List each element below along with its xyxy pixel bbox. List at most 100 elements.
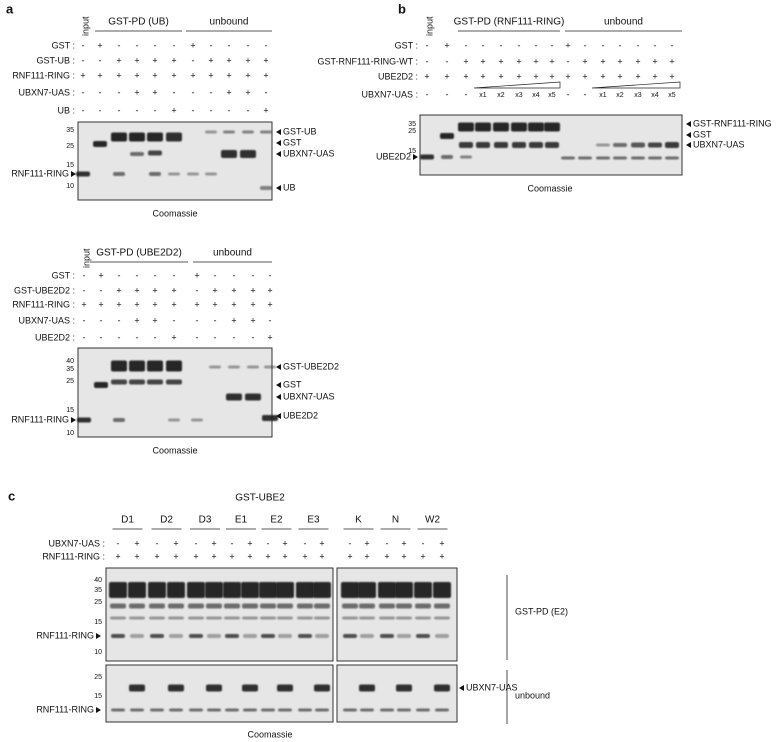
lane-sign: - [247,40,250,50]
band [596,156,610,160]
lane-sign: - [671,40,674,50]
band [631,142,645,148]
arrowhead [276,151,281,157]
band [147,379,163,385]
band [129,360,145,372]
lane-sign: - [173,87,176,97]
band [148,150,162,156]
lane-sign: + [116,299,121,309]
band [243,708,257,712]
band [109,582,127,598]
lane-sign: + [226,70,231,80]
band [433,582,451,598]
band [113,418,125,422]
lane-sign: + [134,55,139,65]
lane-sign: + [211,551,216,561]
lane-sign: + [364,551,369,561]
lane-label: input [81,248,91,268]
lane-sign: - [82,40,85,50]
band [130,708,144,712]
lane-sign: - [136,270,139,280]
band [493,122,509,132]
lane-sign: - [567,89,570,99]
band [149,616,165,620]
lane-sign: + [173,538,178,548]
band [129,132,145,142]
lane-sign: + [171,299,176,309]
band [396,616,412,620]
lane-sign: + [134,285,139,295]
lane-sign: - [136,105,139,115]
arrowhead [413,154,418,160]
marker-label: 15 [66,407,74,414]
arrowhead [276,364,281,370]
row-label: RNF111-RING : [12,70,75,80]
marker-label: 15 [66,162,74,169]
lane-sign: + [302,551,307,561]
band [396,684,412,692]
band-label: UBE2D2 [376,151,411,161]
row-label: GST-RNF111-RING-WT : [317,56,418,66]
band [561,156,575,160]
band [188,616,204,620]
band [631,156,645,160]
band [111,708,125,712]
lane-sign: - [214,332,217,342]
band [298,634,312,638]
lane-sign: - [100,332,103,342]
band [191,418,203,422]
lane-sign: - [422,538,425,548]
lane-sign: x2 [616,92,624,99]
lane-sign: - [269,270,272,280]
band [111,379,127,385]
band [129,684,145,692]
band-label: GST-UB [283,126,317,136]
lane-sign: + [516,71,521,81]
band [665,142,679,148]
lane-sign: + [81,299,86,309]
band [434,603,450,609]
lane-label: input [424,16,434,36]
band [260,603,276,609]
band [261,634,275,638]
lane-sign: - [154,105,157,115]
band [665,156,679,160]
lane-sign: + [444,40,449,50]
band [148,582,166,598]
band [396,603,412,609]
panel-letter: a [6,1,14,16]
band [149,172,161,176]
lane-sign: - [228,105,231,115]
band [129,379,145,385]
band [111,132,127,142]
lane-sign: + [190,40,195,50]
lane-sign: - [247,105,250,115]
lane-sign: + [229,551,234,561]
group-label: N [392,515,399,526]
row-label: GST-UBE2D2 : [14,285,75,295]
band [262,415,278,421]
group-header: unbound [604,17,643,28]
lane-sign: + [439,538,444,548]
band [187,582,205,598]
band [149,603,165,609]
band [76,171,90,177]
band-label: UBXN7-UAS [283,391,335,401]
band [359,616,375,620]
band [207,708,221,712]
band [435,708,449,712]
group-label: K [355,515,362,526]
lane-sign: + [263,70,268,80]
band [342,603,358,609]
lane-sign: - [214,315,217,325]
band [166,379,182,385]
lane-sign: + [463,56,468,66]
lane-sign: + [171,105,176,115]
lane-sign: + [498,56,503,66]
stain-label: Coomassie [247,729,292,739]
band [277,603,293,609]
band [206,684,222,692]
band [379,616,395,620]
arrowhead [276,185,281,191]
lane-sign: + [134,87,139,97]
